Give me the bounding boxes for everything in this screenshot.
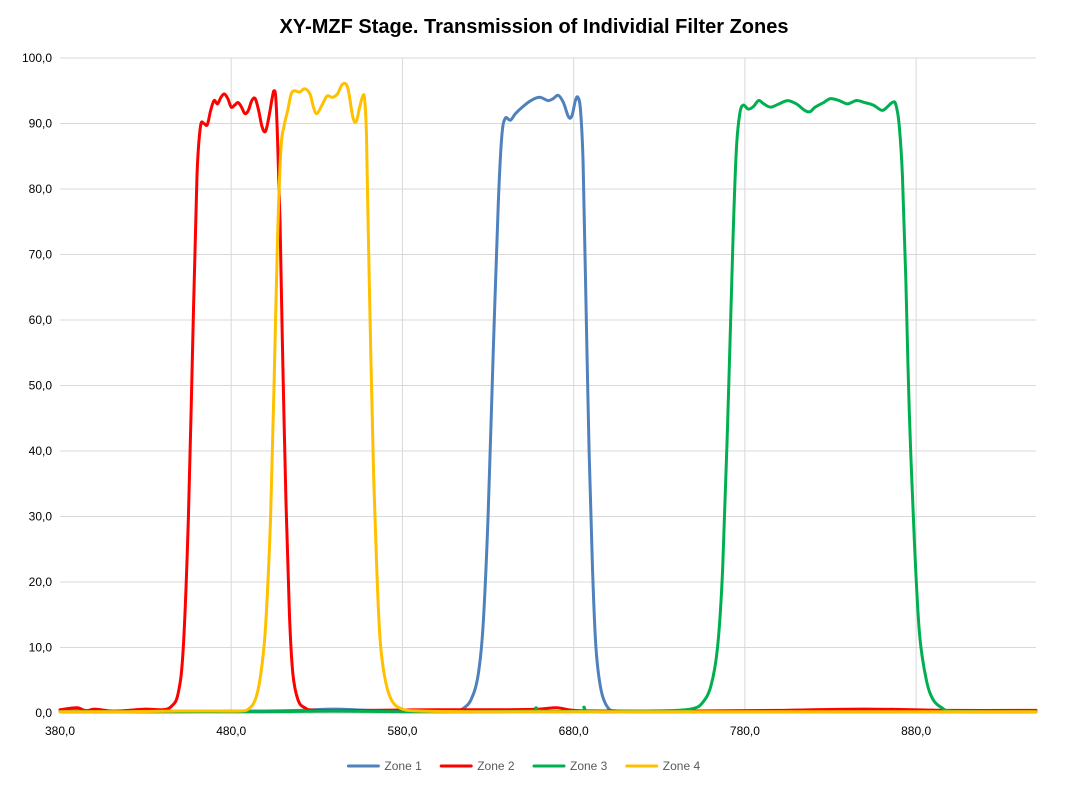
y-tick-label: 100,0 <box>22 51 52 65</box>
legend-item: Zone 3 <box>532 759 608 773</box>
legend-item: Zone 1 <box>346 759 422 773</box>
y-tick-label: 30,0 <box>29 510 53 524</box>
legend-label: Zone 1 <box>384 759 422 773</box>
x-tick-label: 680,0 <box>559 724 589 738</box>
y-tick-label: 20,0 <box>29 575 53 589</box>
series-lines <box>58 81 1038 714</box>
x-tick-label: 580,0 <box>387 724 417 738</box>
legend-label: Zone 4 <box>663 759 701 773</box>
series-line-zone-3 <box>58 97 1038 714</box>
x-tick-label: 380,0 <box>45 724 75 738</box>
axes: 0,0 10,0 20,0 30,0 40,0 50,0 60,0 70,0 80,0 90,0 1… <box>22 51 1036 738</box>
legend-item: Zone 2 <box>439 759 515 773</box>
legend-item: Zone 4 <box>625 759 701 773</box>
chart-title: XY-MZF Stage. Transmission of Individial… <box>280 16 789 38</box>
y-tick-label: 90,0 <box>29 117 53 131</box>
y-tick-label: 60,0 <box>29 313 53 327</box>
x-tick-label: 880,0 <box>901 724 931 738</box>
y-tick-label: 40,0 <box>29 444 53 458</box>
y-tick-label: 70,0 <box>29 248 53 262</box>
series-line-zone-4 <box>58 81 1038 714</box>
series-line-zone-1 <box>58 93 1038 714</box>
gridlines <box>60 57 1036 713</box>
x-tick-label: 480,0 <box>216 724 246 738</box>
y-tick-label: 80,0 <box>29 182 53 196</box>
x-tick-label: 780,0 <box>730 724 760 738</box>
y-tick-label: 10,0 <box>29 641 53 655</box>
y-tick-label: 0,0 <box>35 706 52 720</box>
legend-label: Zone 2 <box>477 759 515 773</box>
legend-label: Zone 3 <box>570 759 608 773</box>
legend: Zone 1 Zone 2 Zone 3 Zone 4 <box>346 759 701 773</box>
series-line-zone-2 <box>58 89 1038 713</box>
y-tick-label: 50,0 <box>29 379 53 393</box>
